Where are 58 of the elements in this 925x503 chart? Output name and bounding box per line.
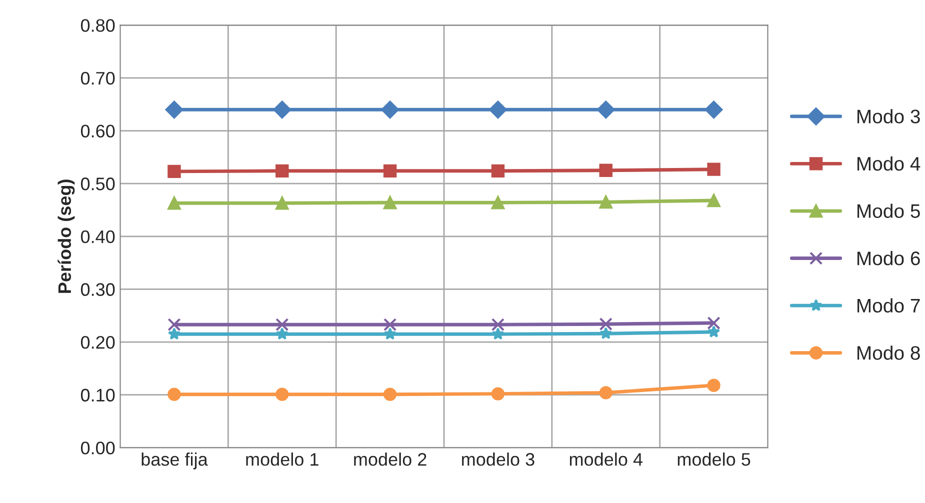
y-tick-label: 0.50 (80, 178, 115, 190)
x-tick-label: modelo 3 (462, 452, 534, 466)
y-axis-title: Período (seg) (58, 180, 75, 293)
point (707, 194, 720, 208)
point (704, 100, 723, 119)
point (168, 388, 181, 401)
point (707, 316, 720, 330)
point (168, 318, 181, 332)
legend-label: Modo 4 (857, 156, 920, 171)
point (491, 318, 505, 332)
point (383, 388, 397, 401)
y-tick-label: 0.70 (80, 72, 115, 85)
point (596, 100, 615, 119)
point (489, 100, 507, 119)
point (168, 164, 181, 178)
point (276, 328, 288, 340)
point (276, 318, 289, 332)
y-tick-label: 0.00 (80, 442, 115, 454)
point (491, 196, 505, 210)
y-tick-label: 0.30 (80, 283, 115, 296)
point (707, 378, 720, 392)
point (383, 196, 397, 210)
point (276, 388, 289, 401)
point (276, 196, 289, 210)
x-tick-label: modelo 5 (678, 452, 750, 466)
point (600, 326, 612, 340)
y-tick-label: 0.20 (80, 336, 115, 349)
point (599, 386, 612, 400)
legend-label: Modo 3 (857, 109, 920, 124)
point (599, 317, 612, 331)
point (599, 164, 612, 177)
y-tick-label: 0.10 (80, 388, 115, 402)
point (707, 162, 720, 176)
point (707, 325, 720, 338)
point (168, 328, 181, 340)
legend-label: Modo 5 (857, 204, 920, 218)
legend-label: Modo 7 (857, 298, 920, 313)
point (383, 318, 397, 332)
y-tick-label: 0.80 (80, 19, 115, 32)
point (276, 164, 289, 178)
x-tick-label: modelo 1 (246, 452, 318, 466)
point (381, 100, 399, 119)
point (384, 328, 396, 340)
point (383, 164, 397, 178)
y-tick-label: 0.60 (80, 124, 115, 138)
point (491, 387, 505, 400)
point (492, 328, 504, 340)
point (491, 164, 505, 178)
legend-label: Modo 8 (857, 346, 920, 360)
point (165, 100, 184, 119)
point (599, 195, 612, 209)
y-tick-label: 0.40 (80, 230, 115, 244)
x-tick-label: modelo 2 (354, 452, 426, 466)
point (168, 196, 181, 210)
legend-label: Modo 6 (857, 250, 920, 266)
x-tick-label: modelo 4 (570, 452, 642, 466)
point (273, 100, 292, 119)
x-tick-label: base fija (142, 452, 208, 470)
